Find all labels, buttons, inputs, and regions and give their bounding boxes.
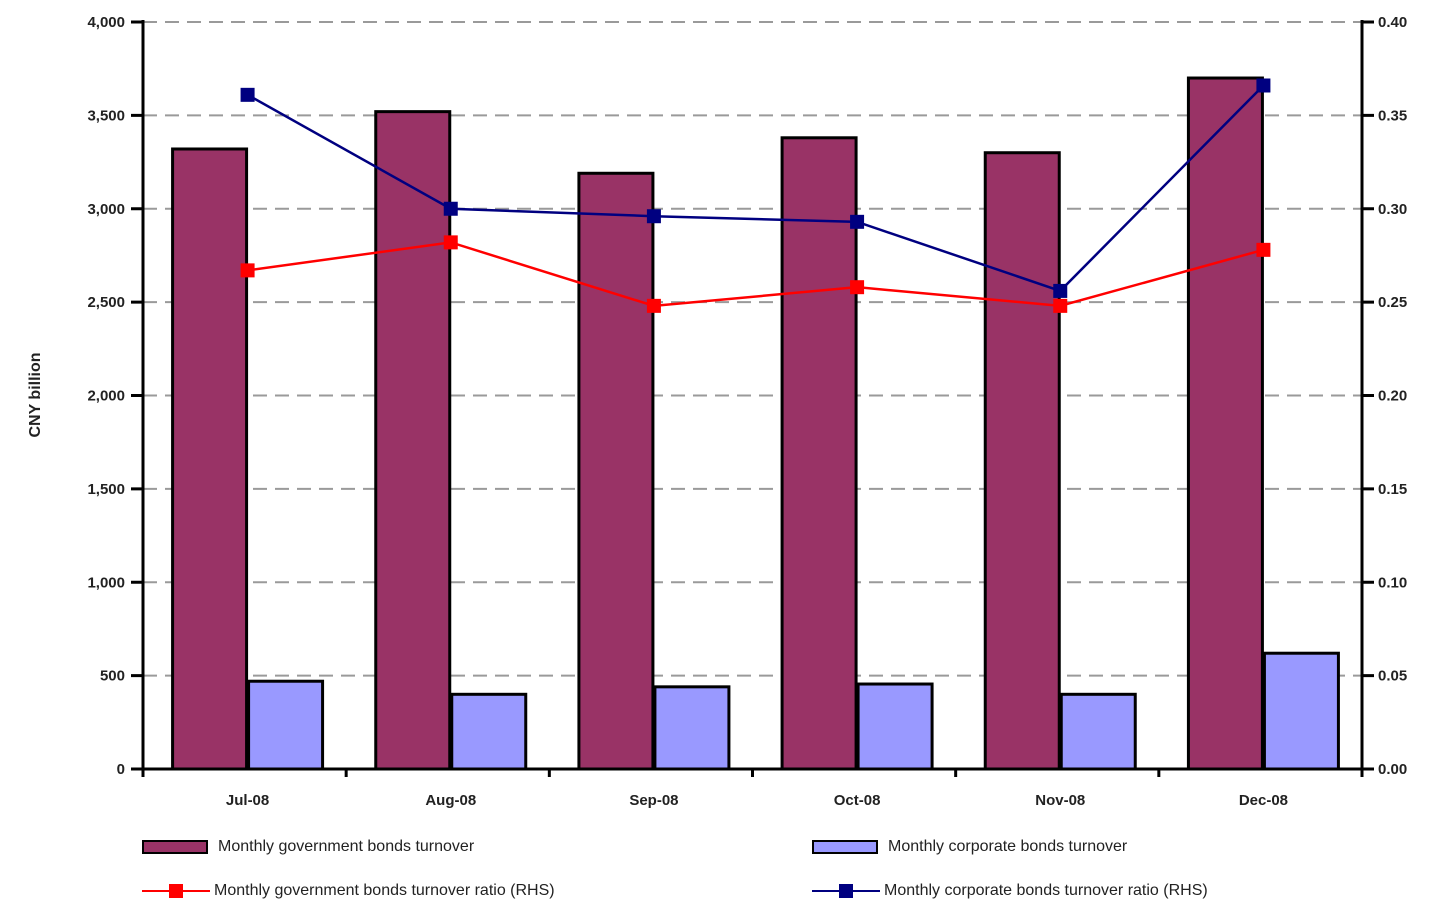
corp-turnover-bar [1262,651,1340,771]
x-tick-label: Oct-08 [834,792,881,809]
gov-turnover-bar [780,136,858,771]
y2-tick-label: 0.25 [1378,294,1407,311]
legend-swatch-gov-turnover [142,840,208,854]
gov-ratio-marker [1256,242,1271,257]
gov-ratio-marker [1053,298,1068,313]
gov-turnover-bar [983,151,1061,771]
bars [171,76,1340,771]
legend-label-gov-turnover: Monthly government bonds turnover [218,838,475,855]
legend-swatch-gov-ratio [142,884,210,898]
tick-labels: 0 500 1,000 1,500 2,000 2,500 3,000 3,500 4,000 0… [87,14,1407,809]
y2-tick-label: 0.00 [1378,761,1407,778]
legend-item-corp-ratio: Monthly corporate bonds turnover ratio (… [812,882,1208,900]
y-tick-label: 3,500 [87,107,125,124]
corp-turnover-bar [1059,692,1137,771]
corp-ratio-line [246,84,1265,293]
gov-ratio-marker [240,263,255,278]
bond-turnover-chart: 0 500 1,000 1,500 2,000 2,500 3,000 3,500 4,000 0… [27,14,1407,809]
x-tick-label: Dec-08 [1239,792,1288,809]
gov-ratio-marker [850,280,865,295]
y-axis-title: CNY billion [27,352,44,437]
y2-tick-label: 0.40 [1378,14,1407,31]
gov-turnover-bar [577,171,655,771]
y-tick-label: 2,000 [87,388,125,405]
y-tick-label: 0 [117,761,125,778]
y2-tick-label: 0.15 [1378,481,1407,498]
y-tick-label: 1,000 [87,574,125,591]
legend-item-gov-turnover: Monthly government bonds turnover [142,838,474,856]
y-tick-label: 1,500 [87,481,125,498]
ratio-lines [240,78,1271,313]
corp-turnover-bar [653,685,731,771]
gov-ratio-marker [646,298,661,313]
corp-ratio-marker [1256,78,1271,93]
corp-turnover-bar [450,692,528,771]
legend-label-corp-turnover: Monthly corporate bonds turnover [888,838,1128,855]
corp-ratio-marker [646,209,661,224]
gov-turnover-bar [171,147,249,771]
y2-tick-label: 0.35 [1378,107,1407,124]
legend-label-gov-ratio: Monthly government bonds turnover ratio … [214,882,555,899]
gov-turnover-bar [1186,76,1264,771]
gov-ratio-line [247,241,1264,308]
grid-lines [143,21,1362,677]
corp-ratio-marker [850,214,865,229]
gov-ratio-marker [443,235,458,250]
y-tick-label: 4,000 [87,14,125,31]
legend-swatch-corp-ratio [812,884,880,898]
y-tick-label: 3,000 [87,201,125,218]
corp-ratio-marker [443,201,458,216]
corp-ratio-marker [240,87,255,102]
legend-item-corp-turnover: Monthly corporate bonds turnover [812,838,1127,856]
x-tick-label: Sep-08 [629,792,678,809]
x-tick-label: Aug-08 [425,792,476,809]
axes [131,20,1374,777]
y2-tick-label: 0.30 [1378,201,1407,218]
y-tick-label: 500 [100,668,125,685]
legend-item-gov-ratio: Monthly government bonds turnover ratio … [142,882,555,900]
y2-tick-label: 0.20 [1378,388,1407,405]
corp-turnover-bar [856,682,934,771]
legend-label-corp-ratio: Monthly corporate bonds turnover ratio (… [884,882,1208,899]
y-tick-label: 2,500 [87,294,125,311]
corp-turnover-bar [247,679,325,771]
gov-turnover-bar [374,110,452,771]
y2-tick-label: 0.10 [1378,574,1407,591]
x-tick-label: Jul-08 [226,792,269,809]
corp-ratio-marker [1053,283,1068,298]
x-tick-label: Nov-08 [1035,792,1085,809]
y2-tick-label: 0.05 [1378,668,1407,685]
legend-swatch-corp-turnover [812,840,878,854]
